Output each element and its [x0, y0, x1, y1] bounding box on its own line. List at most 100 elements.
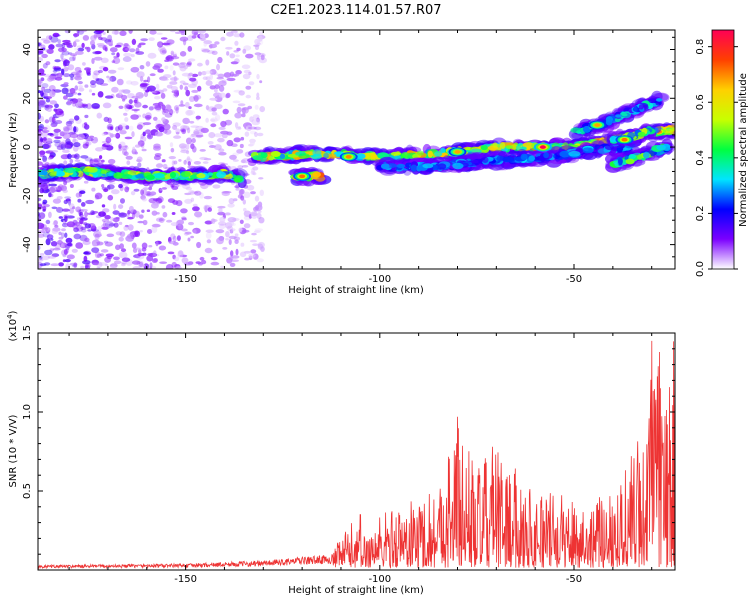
noise-speckle	[63, 82, 69, 85]
heatmap-tracks	[38, 90, 675, 189]
noise-speckle	[248, 253, 256, 259]
noise-speckle	[258, 177, 264, 180]
noise-speckle	[218, 126, 226, 130]
track-core	[520, 153, 528, 160]
noise-speckle	[120, 248, 127, 253]
noise-speckle	[38, 112, 41, 120]
noise-speckle	[75, 192, 81, 198]
noise-speckle	[48, 183, 58, 187]
noise-speckle	[124, 145, 128, 148]
noise-speckle	[242, 73, 251, 80]
noise-speckle	[118, 183, 123, 189]
noise-speckle	[140, 38, 148, 42]
noise-speckle	[235, 248, 239, 256]
noise-speckle	[210, 256, 218, 261]
track-core	[381, 163, 390, 170]
noise-speckle	[224, 212, 231, 216]
noise-speckle	[132, 248, 138, 254]
noise-speckle	[42, 184, 50, 188]
noise-speckle	[82, 240, 91, 246]
noise-speckle	[100, 57, 109, 63]
noise-speckle	[131, 131, 135, 138]
noise-speckle	[109, 47, 118, 53]
noise-speckle	[174, 256, 180, 262]
noise-speckle	[205, 229, 214, 233]
noise-speckle	[52, 222, 56, 226]
noise-speckle	[181, 128, 187, 135]
noise-speckle	[43, 142, 52, 149]
noise-speckle	[72, 55, 76, 61]
noise-speckle	[124, 107, 130, 112]
noise-speckle	[107, 117, 112, 124]
noise-speckle	[175, 266, 182, 269]
noise-speckle	[183, 160, 187, 165]
x-tick-label: -150	[174, 574, 197, 585]
noise-speckle	[259, 80, 263, 84]
noise-speckle	[119, 130, 127, 135]
noise-speckle	[83, 251, 89, 254]
noise-speckle	[107, 184, 115, 190]
track-core	[621, 111, 631, 119]
noise-speckle	[254, 104, 259, 110]
track-core	[41, 168, 48, 176]
noise-speckle	[86, 46, 91, 53]
noise-speckle	[69, 133, 79, 139]
noise-speckle	[92, 73, 98, 80]
noise-speckle	[164, 112, 173, 118]
noise-speckle	[241, 229, 250, 233]
noise-speckle	[53, 131, 59, 137]
noise-speckle	[178, 223, 184, 230]
noise-speckle	[140, 195, 146, 200]
noise-speckle	[119, 243, 124, 250]
noise-speckle	[83, 180, 89, 184]
noise-speckle	[127, 233, 134, 239]
noise-speckle	[179, 51, 187, 57]
colorbar-label: Normalized spectral amplitude	[738, 73, 749, 227]
noise-speckle	[245, 94, 251, 99]
track-core	[135, 174, 146, 179]
noise-speckle	[185, 143, 190, 150]
noise-speckle	[48, 44, 55, 50]
noise-speckle	[72, 264, 77, 268]
noise-speckle	[123, 225, 129, 231]
noise-speckle	[43, 96, 52, 100]
noise-speckle	[63, 199, 68, 205]
y-tick-label: 40	[22, 43, 33, 56]
noise-speckle	[69, 53, 78, 57]
noise-speckle	[250, 191, 256, 195]
noise-speckle	[110, 126, 114, 131]
noise-speckle	[256, 73, 260, 80]
noise-speckle	[191, 73, 199, 78]
noise-speckle	[151, 223, 161, 228]
noise-speckle	[168, 156, 176, 160]
noise-speckle	[192, 146, 197, 153]
noise-speckle	[79, 217, 85, 220]
noise-speckle	[84, 67, 92, 71]
noise-speckle	[91, 187, 96, 192]
noise-speckle	[214, 84, 220, 89]
noise-speckle	[199, 33, 206, 39]
colorbar-gradient	[711, 29, 735, 270]
noise-speckle	[75, 206, 82, 213]
noise-speckle	[66, 242, 73, 247]
noise-speckle	[181, 228, 188, 232]
noise-speckle	[66, 120, 74, 125]
noise-speckle	[169, 81, 178, 85]
noise-speckle	[44, 249, 53, 256]
noise-speckle	[91, 58, 95, 64]
noise-speckle	[93, 70, 100, 76]
noise-speckle	[236, 106, 242, 114]
noise-speckle	[173, 135, 182, 139]
noise-speckle	[55, 206, 62, 212]
noise-speckle	[62, 189, 68, 194]
noise-speckle	[120, 94, 128, 100]
noise-speckle	[196, 241, 202, 249]
track-core	[153, 173, 165, 179]
noise-speckle	[91, 103, 100, 109]
noise-speckle	[148, 106, 154, 111]
snr-y-scale-exponent: 4	[6, 314, 14, 319]
noise-speckle	[38, 80, 43, 84]
heatmap-panel: -150 -100 -50 -40 -20 0 20 40 Height of straig…	[8, 29, 676, 296]
noise-speckle	[197, 30, 206, 34]
